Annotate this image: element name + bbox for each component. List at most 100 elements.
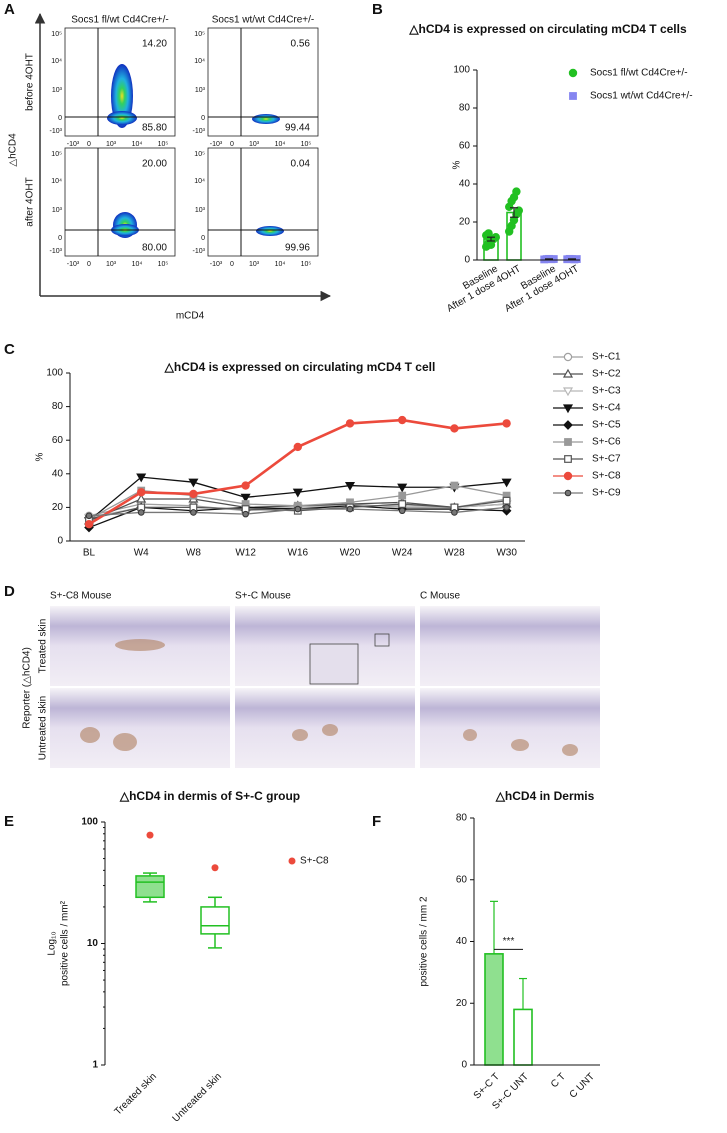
marker [563,420,573,430]
marker [563,352,573,362]
y-axis-label: positive cells / mm² [60,900,71,986]
flow-tick-label: 10⁴ [275,261,286,268]
x-tick-label: W8 [186,548,201,559]
legend-label: S+-C7 [592,454,621,465]
column-title: Socs1 wt/wt Cd4Cre+/- [212,15,315,26]
y-tick-label: 20 [459,217,471,228]
y-tick-label: 0 [461,1060,467,1071]
quadrant-value: 99.96 [285,243,310,254]
flow-tick-label: -10³ [67,261,80,268]
marker [514,206,524,215]
marker [398,500,407,508]
legend-label: S+-C8 [300,856,329,867]
quadrant-value: 80.00 [142,243,167,254]
y-tick-label: 0 [57,536,63,547]
y-tick-label: 60 [459,141,471,152]
y-tick-label: 80 [459,103,471,114]
y-tick-label: 40 [52,468,64,479]
quadrant-value: 20.00 [142,159,167,170]
legend-label: Socs1 wt/wt Cd4Cre+/- [590,91,693,102]
marker [501,478,512,488]
flow-tick-label: 10⁵ [158,141,169,148]
axis-label: △hCD4 [8,133,19,167]
density-blob [252,114,280,124]
marker [564,438,572,446]
column-title: C Mouse [420,591,460,602]
marker [190,509,197,516]
flow-tick-label: 10³ [195,207,206,214]
marker [568,68,578,78]
marker [562,404,574,414]
x-tick-label: W30 [496,548,517,559]
side-label: Reporter (△hCD4) [22,647,33,729]
marker [397,483,408,493]
quadrant-value: 85.80 [142,123,167,134]
density-blob [107,111,137,125]
y-tick-label: 1 [92,1060,98,1071]
panel-letter: C [4,341,15,358]
row-label: Treated skin [38,619,49,674]
marker [85,512,93,520]
x-tick-label: W24 [392,548,413,559]
histology-image [420,688,600,768]
box [135,875,165,899]
marker [562,368,574,378]
flow-tick-label: -10³ [210,141,223,148]
density-blob [256,226,284,236]
flow-tick-label: 10³ [195,87,206,94]
bar [484,953,504,1066]
y-tick-label: 20 [52,502,64,513]
quadrant-value: 99.44 [285,123,310,134]
y-tick-label: 10 [87,938,99,949]
flow-tick-label: 10⁵ [301,261,312,268]
y-tick-label: 40 [456,936,468,947]
outlier [211,864,219,872]
marker [512,187,521,196]
marker [136,493,147,503]
marker [346,505,354,513]
flow-plot-frame [64,147,176,257]
row-label: after 4OHT [25,177,36,226]
y-tick-label: 20 [456,998,468,1009]
x-tick-label: W16 [288,548,309,559]
legend-label: S+-C2 [592,369,621,380]
y-tick-label: 80 [456,813,468,824]
significance-label: *** [503,936,515,947]
chart-title: △hCD4 is expressed on circulating mCD4 T… [408,22,687,36]
marker [451,509,458,516]
y-tick-label: 100 [81,817,98,828]
marker [398,507,406,515]
marker [503,504,510,511]
outlier [146,831,154,839]
y-axis-label: Log₁₀ [47,931,58,955]
flow-tick-label: 10³ [249,141,260,148]
marker [398,491,407,500]
legend-label: S+-C9 [592,488,621,499]
marker [292,488,303,498]
axis-label: mCD4 [176,311,205,322]
legend-label: S+-C4 [592,403,621,414]
x-tick-label: W4 [134,548,149,559]
flow-tick-label: 10³ [52,87,63,94]
bar [513,1008,533,1066]
flow-tick-label: 10⁵ [158,261,169,268]
inset-box [374,633,390,647]
y-tick-label: 100 [46,368,63,379]
marker [136,473,147,483]
panel-letter: D [4,583,15,600]
flow-tick-label: 10⁵ [51,151,62,158]
y-tick-label: 100 [453,65,470,76]
flow-tick-label: -10³ [67,141,80,148]
marker [398,415,407,425]
column-title: S+-C8 Mouse [50,591,112,602]
legend-label: S+-C5 [592,420,621,431]
y-tick-label: 60 [52,435,64,446]
flow-tick-label: -10³ [193,128,206,135]
flow-tick-label: 10⁵ [194,31,205,38]
marker [484,229,493,238]
flow-tick-label: 10⁴ [275,141,286,148]
marker [84,520,94,529]
marker [486,240,496,249]
panel-letter: E [4,813,14,830]
y-axis-label: positive cells / mm 2 [419,896,430,986]
